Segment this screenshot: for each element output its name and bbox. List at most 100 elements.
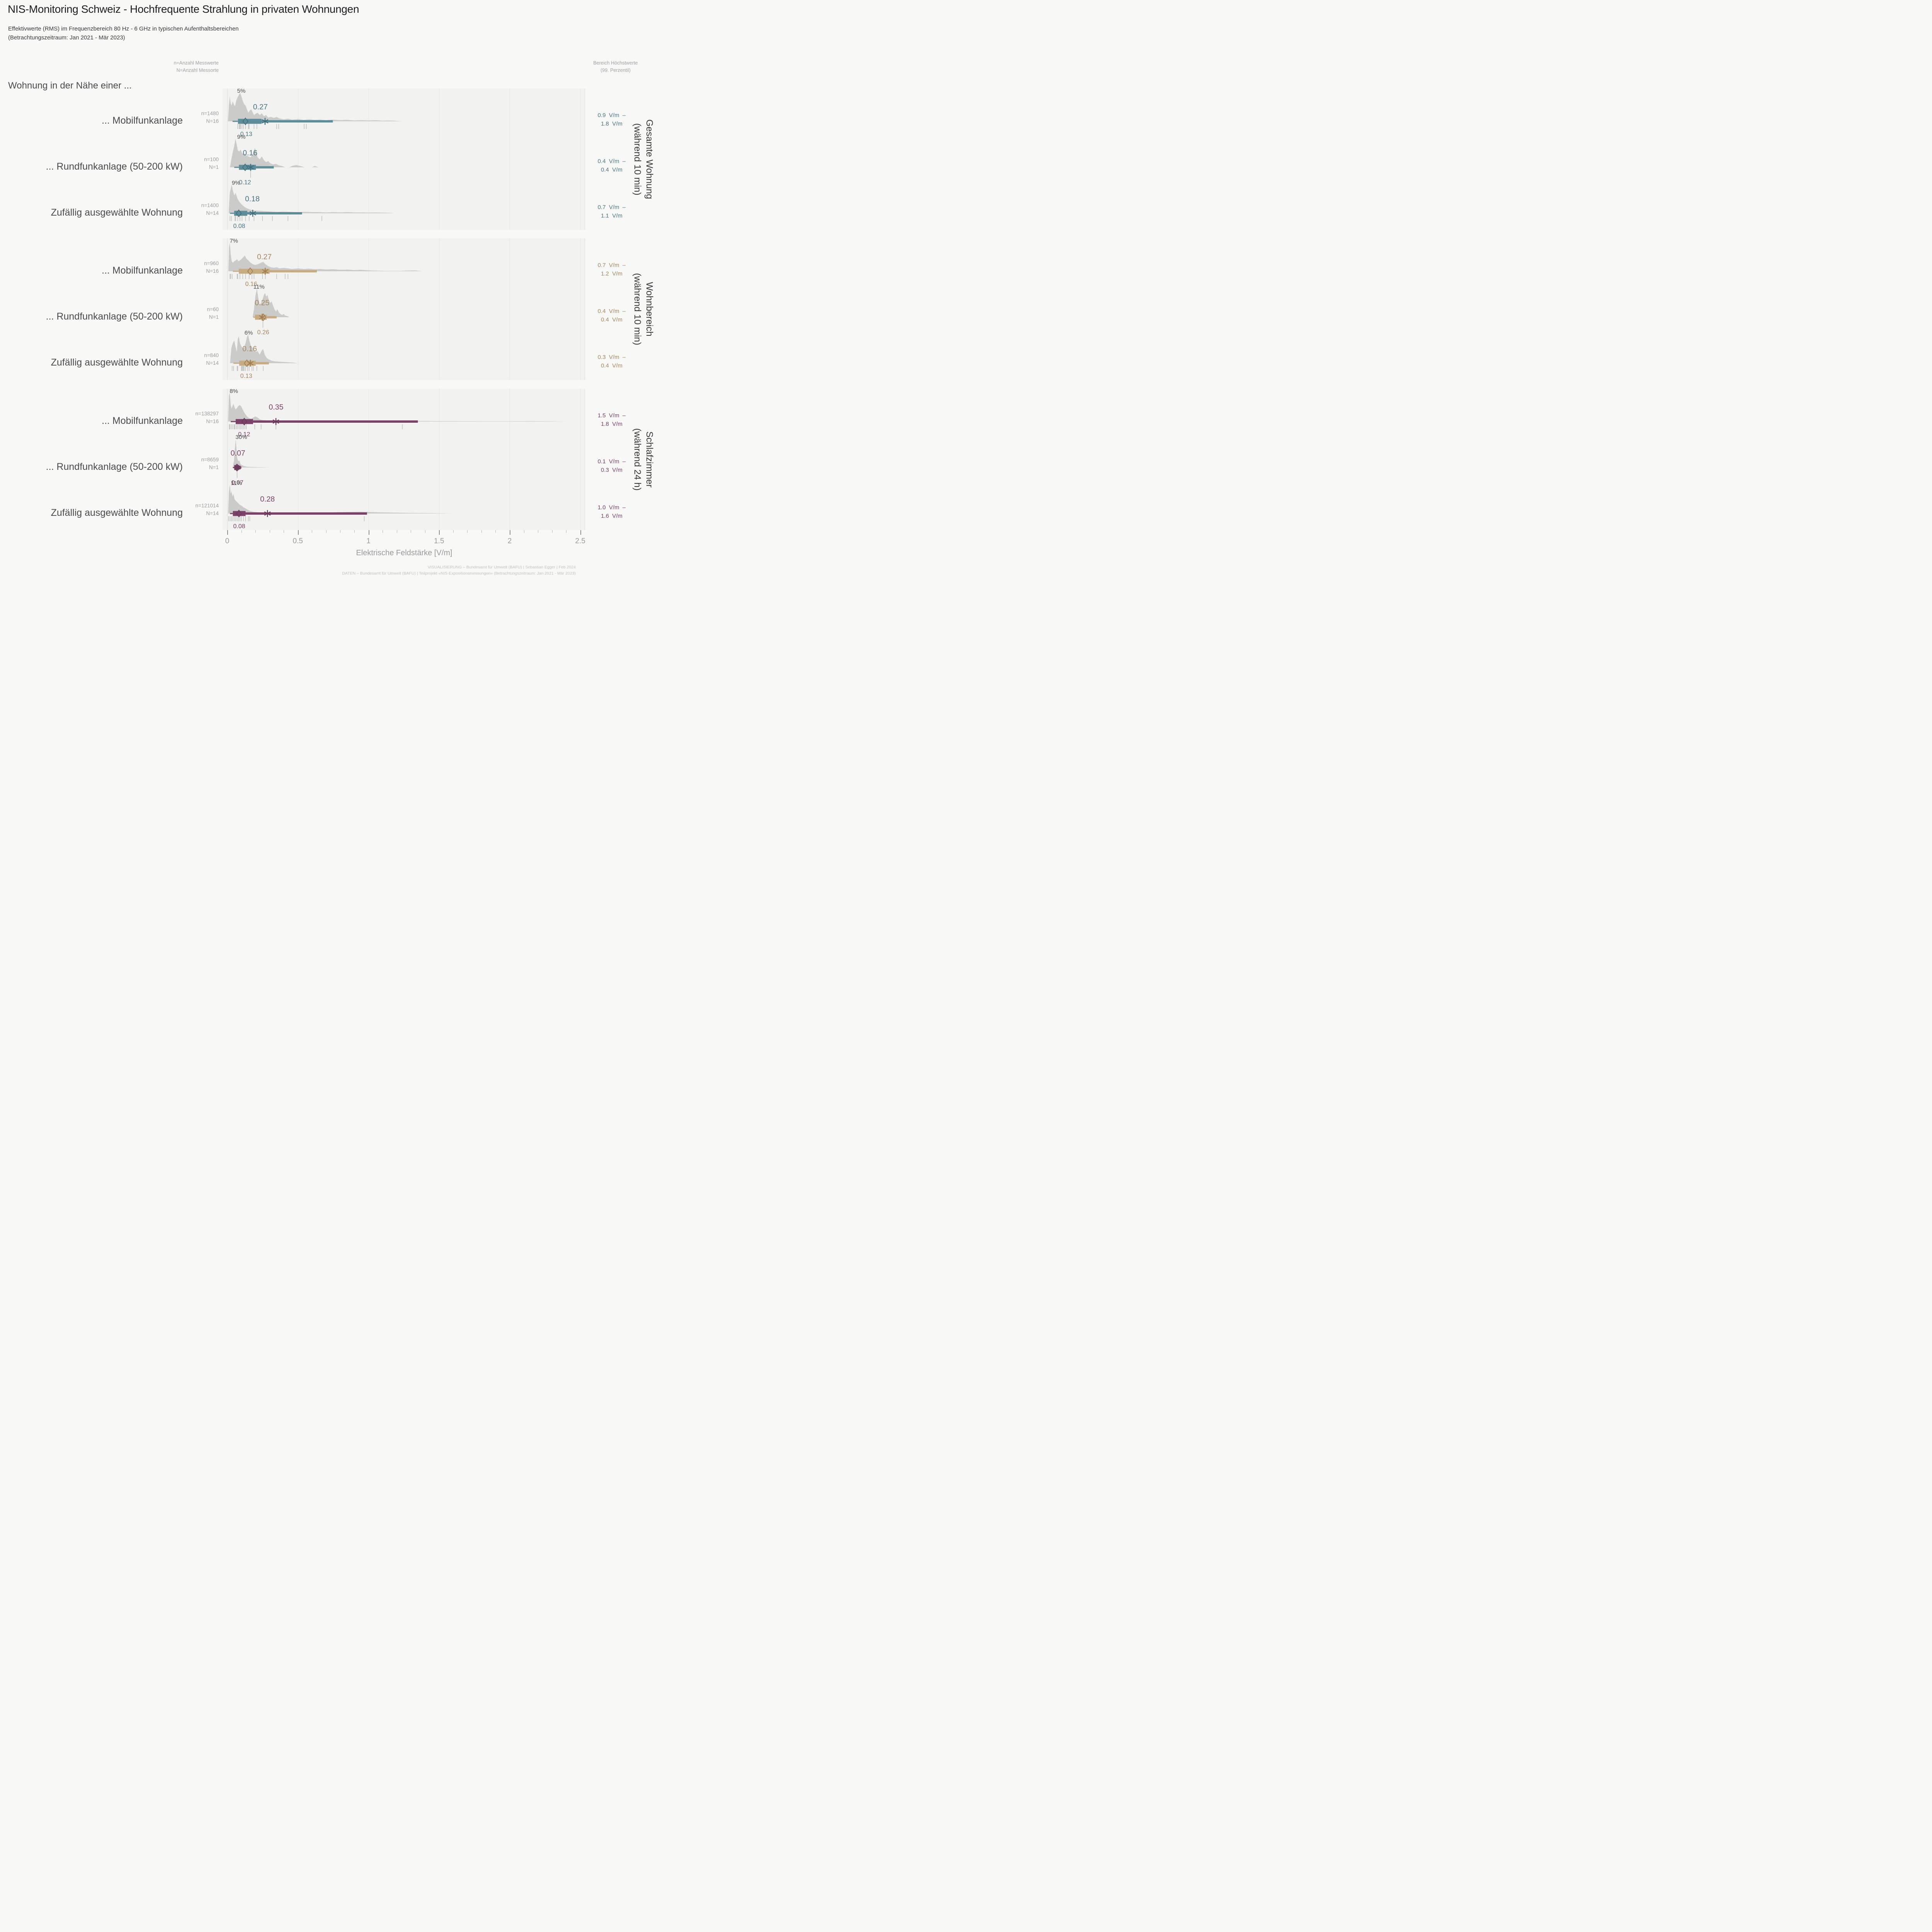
row-range-high: 1.2 V/m: [601, 270, 622, 277]
mean-star-marker: [272, 418, 279, 425]
gridline-2.5: [580, 88, 581, 230]
row-range-high: 1.8 V/m: [601, 121, 622, 127]
iqr-box: [238, 269, 270, 274]
row-n: n=138297: [195, 411, 219, 417]
footer-daten: DATEN – Bundesamt für Umwelt (BAFU) | Te…: [342, 571, 576, 576]
mean-value-label: 0.35: [269, 403, 283, 412]
median-value-label: 0.08: [233, 223, 245, 230]
peak-percent-label: 8%: [230, 388, 238, 395]
row-plot: 9% 0.16 0.12: [230, 134, 318, 186]
row-range: 0.1 V/m – 0.3 V/m: [583, 457, 640, 474]
group-label-period: (während 10 min): [632, 123, 643, 196]
median-value-label: 0.08: [233, 523, 245, 530]
range-header-line1: Bereich Höchstwerte: [593, 60, 638, 66]
axis-minor-tick: [552, 530, 553, 533]
row-range-low: 0.7 V/m –: [597, 204, 626, 211]
median-diamond-marker: [241, 418, 247, 425]
row-range-high: 0.3 V/m: [601, 467, 622, 473]
row-range-high: 1.6 V/m: [601, 513, 622, 519]
mean-value-label: 0.25: [255, 299, 269, 307]
row-N: N=16: [206, 268, 219, 274]
median-diamond-marker: [236, 209, 242, 217]
row-range: 0.7 V/m –1.2 V/m: [583, 261, 640, 278]
row-range-low: 0.9 V/m –: [597, 112, 626, 119]
axis-zero-line: [227, 238, 228, 380]
median-value-label: 0.26: [257, 329, 269, 336]
whisker-left: [253, 316, 255, 318]
mean-star-marker: [264, 510, 271, 517]
row-label: ... Mobilfunkanlage: [102, 265, 183, 276]
row-range: 0.7 V/m – 1.1 V/m: [583, 203, 640, 220]
row-N: N=1: [209, 314, 219, 320]
group-label-3: Schlafzimmer (während 24 h): [631, 428, 655, 490]
iqr-box: [235, 419, 253, 424]
iqr-box: [238, 119, 262, 124]
row-n: n=8659: [201, 457, 219, 463]
median-value-label: 0.12: [239, 179, 251, 186]
group-label-name: Gesamte Wohnung: [644, 119, 655, 199]
peak-percent-label: 6%: [245, 330, 253, 336]
whisker-right: [267, 316, 277, 318]
mean-star-marker: [247, 359, 254, 367]
median-value-label: 0.13: [240, 373, 252, 379]
group-label-name: Wohnbereich: [644, 282, 655, 337]
n-legend-line2: N=Anzahl Messorte: [176, 68, 219, 73]
axis-major-tick: [298, 530, 299, 535]
axis-tick-label: 2.5: [575, 537, 585, 545]
row-N: N=16: [206, 118, 219, 124]
row-N: N=16: [206, 418, 219, 424]
row-plot: 8% 0.35 0.12: [228, 388, 566, 438]
group-label-1: Gesamte Wohnung (während 10 min): [631, 119, 655, 199]
row-n: n=1400: [201, 202, 219, 208]
row-range: 0.4 V/m – 0.4 V/m: [583, 157, 640, 174]
median-diamond-marker: [236, 510, 242, 517]
row-range-low: 0.7 V/m –: [597, 262, 626, 269]
whisker-right: [256, 166, 274, 168]
axis-major-tick: [439, 530, 440, 535]
median-diamond-marker: [242, 117, 248, 125]
row-N: N=1: [209, 164, 219, 170]
axis-zero-line: [227, 389, 228, 530]
row-n: n=960: [204, 260, 219, 266]
axis-tick-label: 0: [225, 537, 230, 545]
axis-tick-label: 1.5: [434, 537, 444, 545]
row-range-high: 0.4 V/m: [601, 167, 622, 173]
mean-star-marker: [247, 163, 254, 171]
row-range-low: 0.4 V/m –: [597, 308, 626, 315]
mean-star-marker: [259, 313, 265, 321]
mean-value-label: 0.07: [231, 449, 245, 457]
axis-minor-tick: [495, 530, 496, 533]
row-range: 1.5 V/m – 1.8 V/m: [583, 412, 640, 429]
mean-star-marker: [249, 209, 256, 217]
median-value-label: 0.16: [245, 281, 257, 287]
axis-minor-tick: [467, 530, 468, 533]
peak-percent-label: 7%: [230, 238, 238, 244]
row-label: Zufällig ausgewählte Wohnung: [51, 357, 183, 368]
whisker-right: [269, 270, 317, 272]
whisker-left: [233, 362, 240, 364]
whisker-right: [262, 120, 333, 122]
row-nN: n=1400 N=14: [201, 202, 219, 217]
density-curve: [230, 335, 298, 363]
row-range-low: 0.1 V/m –: [597, 458, 626, 465]
row-nN: n=960 N=16: [204, 260, 219, 275]
axis-minor-tick: [255, 530, 256, 533]
axis-tick-label: 0.5: [293, 537, 303, 545]
row-nN: n=138297 N=16: [196, 410, 219, 425]
row-plot: 11% 0.28 0.08: [228, 480, 453, 530]
panel-tan: [223, 238, 585, 380]
whisker-left: [232, 121, 238, 122]
row-label: ... Rundfunkanlage (50-200 kW): [46, 161, 183, 172]
row-N: N=14: [206, 510, 219, 516]
whisker-right: [239, 466, 242, 469]
group-label-name: Schlafzimmer: [644, 431, 655, 488]
density-curve: [252, 289, 289, 317]
range-header: Bereich Höchstwerte (99. Perzentil): [581, 60, 650, 74]
density-curve: [230, 139, 318, 167]
whisker-right: [245, 512, 367, 515]
mean-value-label: 0.16: [242, 345, 257, 353]
figure: NIS-Monitoring Schweiz - Hochfrequente S…: [0, 0, 661, 585]
row-plot: 6% 0.16 0.13: [230, 330, 298, 379]
whisker-left: [233, 467, 235, 468]
whisker-left: [233, 270, 239, 272]
